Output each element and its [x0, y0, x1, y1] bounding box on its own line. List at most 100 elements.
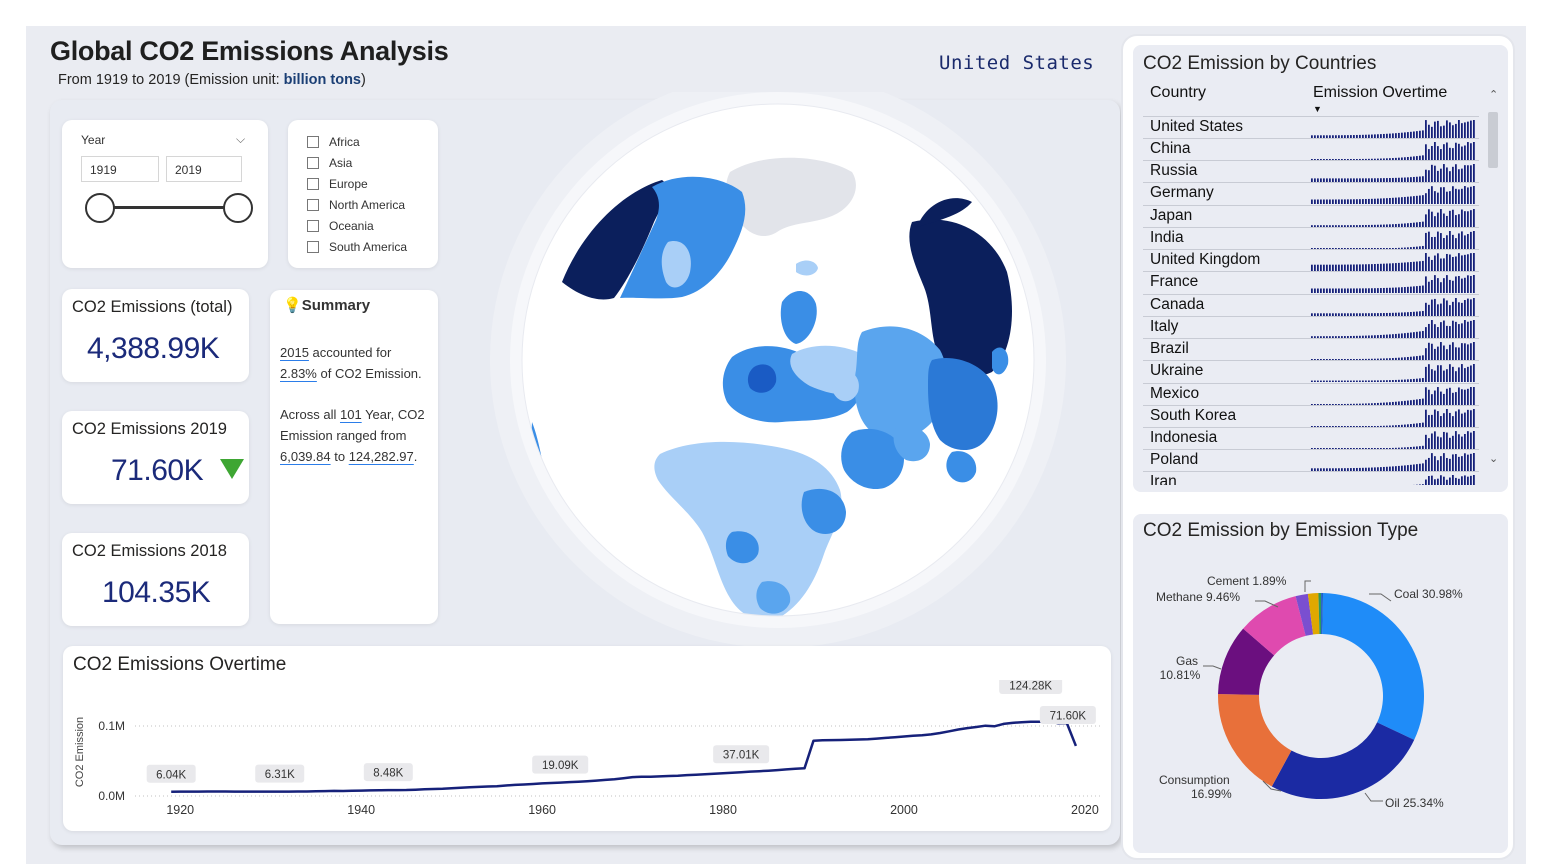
- emissions-line-chart[interactable]: CO2 Emission 0.0M 0.1M 1920 1940 1960 1980 2…: [63, 680, 1111, 830]
- year-slider-end-handle[interactable]: [223, 193, 253, 223]
- table-row[interactable]: Canada: [1143, 294, 1479, 316]
- table-row[interactable]: Brazil: [1143, 338, 1479, 360]
- donut-slice[interactable]: [1218, 694, 1292, 787]
- continent-option-europe[interactable]: Europe: [307, 177, 368, 191]
- checkbox-icon[interactable]: [307, 199, 319, 211]
- table-scrollbar[interactable]: [1488, 112, 1498, 168]
- table-row[interactable]: India: [1143, 227, 1479, 249]
- sparkline-bar: [1365, 358, 1367, 360]
- sparkline-bar: [1443, 278, 1445, 293]
- region-united-states[interactable]: [562, 180, 667, 300]
- region-russia[interactable]: [909, 219, 1012, 376]
- donut-slice[interactable]: [1271, 722, 1415, 799]
- table-row[interactable]: Germany: [1143, 182, 1479, 204]
- region-russia-north[interactable]: [917, 198, 972, 227]
- sparkline-bar: [1473, 342, 1475, 360]
- sparkline-bar: [1335, 288, 1337, 293]
- table-row[interactable]: China: [1143, 138, 1479, 160]
- series-line[interactable]: [171, 719, 1078, 794]
- chevron-down-icon[interactable]: ⌵: [236, 132, 246, 146]
- donut-slice[interactable]: [1218, 628, 1275, 695]
- donut-slice[interactable]: [1307, 593, 1320, 635]
- sparkline-bar: [1419, 246, 1421, 249]
- donut-slice[interactable]: [1243, 596, 1306, 656]
- sparkline-bar: [1401, 312, 1403, 316]
- continent-option-asia[interactable]: Asia: [307, 156, 352, 170]
- sparkline-bar: [1458, 253, 1460, 271]
- donut-slice[interactable]: [1322, 593, 1424, 740]
- region-iceland[interactable]: [796, 260, 818, 276]
- sparkline-bar: [1311, 264, 1313, 271]
- column-header-emission-overtime[interactable]: Emission Overtime: [1313, 84, 1448, 101]
- region-arctic[interactable]: [726, 157, 856, 237]
- sparkline-bar: [1335, 426, 1337, 427]
- sparkline-bar: [1386, 334, 1388, 338]
- checkbox-icon[interactable]: [307, 241, 319, 253]
- checkbox-icon[interactable]: [307, 136, 319, 148]
- sparkline-bar: [1341, 448, 1343, 449]
- region-iran[interactable]: [893, 425, 930, 462]
- region-saudi-arabia[interactable]: [801, 488, 846, 534]
- sparkline-bar: [1470, 432, 1472, 449]
- table-row[interactable]: Japan: [1143, 205, 1479, 227]
- globe-map[interactable]: [432, 92, 1120, 652]
- table-row[interactable]: Russia: [1143, 160, 1479, 182]
- emission-type-donut-chart[interactable]: [1133, 545, 1508, 845]
- region-middle-east[interactable]: [841, 428, 904, 490]
- sparkline-bar: [1428, 342, 1430, 360]
- region-central-asia[interactable]: [854, 326, 947, 439]
- region-canada[interactable]: [620, 176, 746, 299]
- sparkline-bar: [1440, 187, 1442, 204]
- table-row[interactable]: Mexico: [1143, 383, 1479, 405]
- world-map-visual[interactable]: [432, 92, 1120, 652]
- region-south-africa[interactable]: [756, 581, 791, 614]
- donut-slice[interactable]: [1318, 593, 1322, 635]
- table-row[interactable]: Indonesia: [1143, 427, 1479, 449]
- sparkline-bar: [1335, 199, 1337, 204]
- year-end-input[interactable]: 2019: [166, 156, 242, 182]
- table-row[interactable]: Italy: [1143, 316, 1479, 338]
- region-china[interactable]: [928, 358, 998, 451]
- sparkline-bar: [1344, 225, 1346, 227]
- sparkline-bar: [1407, 177, 1409, 182]
- scroll-up-icon[interactable]: ⌃: [1489, 89, 1499, 101]
- checkbox-icon[interactable]: [307, 178, 319, 190]
- checkbox-icon[interactable]: [307, 157, 319, 169]
- year-slider-start-handle[interactable]: [85, 193, 115, 223]
- region-germany[interactable]: [747, 364, 777, 393]
- column-header-country[interactable]: Country: [1150, 84, 1207, 101]
- sort-descending-icon[interactable]: ▼: [1313, 104, 1322, 114]
- sparkline-bar: [1386, 425, 1388, 427]
- region-africa[interactable]: [654, 441, 842, 620]
- table-row[interactable]: Iran: [1143, 471, 1479, 485]
- sparkline-bar: [1437, 278, 1439, 293]
- region-hudson-area[interactable]: [661, 241, 691, 288]
- sparkline-bar: [1356, 178, 1358, 182]
- table-row[interactable]: Poland: [1143, 449, 1479, 471]
- sparkline-bar: [1401, 401, 1403, 405]
- table-row[interactable]: United States: [1143, 116, 1479, 138]
- donut-slice[interactable]: [1295, 593, 1314, 636]
- sparkline-bar: [1449, 231, 1451, 249]
- continent-option-north-america[interactable]: North America: [307, 198, 405, 212]
- continent-option-south-america[interactable]: South America: [307, 240, 407, 254]
- sparkline-bar: [1467, 254, 1469, 271]
- table-row[interactable]: South Korea: [1143, 405, 1479, 427]
- region-southeast-asia[interactable]: [946, 451, 977, 483]
- sparkline-bar: [1407, 356, 1409, 360]
- table-row[interactable]: United Kingdom: [1143, 249, 1479, 271]
- table-row[interactable]: Ukraine: [1143, 360, 1479, 382]
- checkbox-icon[interactable]: [307, 220, 319, 232]
- scroll-down-icon[interactable]: ⌄: [1489, 453, 1499, 465]
- region-kazakhstan-west[interactable]: [832, 371, 859, 402]
- data-label-box: [146, 764, 196, 783]
- donut-slice[interactable]: [1321, 593, 1324, 635]
- region-japan[interactable]: [992, 347, 1009, 375]
- sparkline-bar: [1383, 358, 1385, 360]
- continent-option-oceania[interactable]: Oceania: [307, 219, 374, 233]
- year-start-input[interactable]: 1919: [81, 156, 159, 182]
- region-nigeria[interactable]: [725, 531, 759, 564]
- table-row[interactable]: France: [1143, 271, 1479, 293]
- region-scandinavia[interactable]: [780, 290, 817, 344]
- continent-option-africa[interactable]: Africa: [307, 135, 360, 149]
